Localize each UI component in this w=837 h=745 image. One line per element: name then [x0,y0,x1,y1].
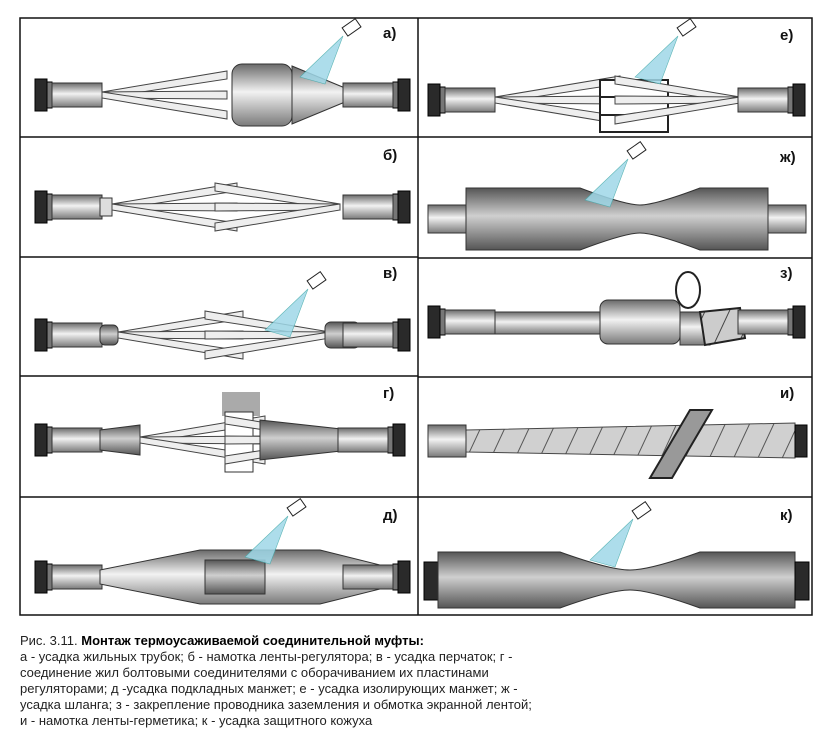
caption-line: регуляторами; д -усадка подкладных манже… [20,681,518,696]
panel-zh: ж) [427,141,807,251]
panel-label: ж) [779,149,796,166]
panel-label: г) [383,385,394,402]
panel-label: д) [383,507,398,524]
caption-prefix: Рис. 3.11. [20,633,78,648]
panel-k: к) [423,501,810,609]
panel-e: е) [427,18,806,133]
panel-i: и) [427,385,808,479]
figure: а) б) в) г) д) [19,17,813,616]
caption-line: а - усадка жильных трубок; б - намотка л… [20,649,513,664]
caption-title: Монтаж термоусаживаемой соединительной м… [81,633,424,648]
panel-d: д) [34,498,411,605]
caption-line: соединение жил болтовыми соединителями с… [20,665,489,680]
panel-z: з) [427,265,806,347]
panel-v: в) [34,265,411,360]
panel-label: к) [780,507,793,524]
caption-line: и - намотка ленты-герметика; к - усадка … [20,713,373,728]
panel-label: б) [383,147,397,164]
panel-label: и) [780,385,794,402]
panel-label: в) [383,265,397,282]
panel-b: б) [34,147,411,232]
caption-line: усадка шланга; з - закрепление проводник… [20,697,532,712]
caption: Рис. 3.11. Монтаж термоусаживаемой соеди… [20,633,620,729]
caption-heading: Рис. 3.11. Монтаж термоусаживаемой соеди… [20,633,620,649]
panel-label: а) [383,25,396,42]
panel-label: з) [780,265,792,282]
panel-a: а) [34,18,411,127]
panel-g: г) [34,385,406,473]
panel-label: е) [780,27,793,44]
frame [19,17,813,616]
